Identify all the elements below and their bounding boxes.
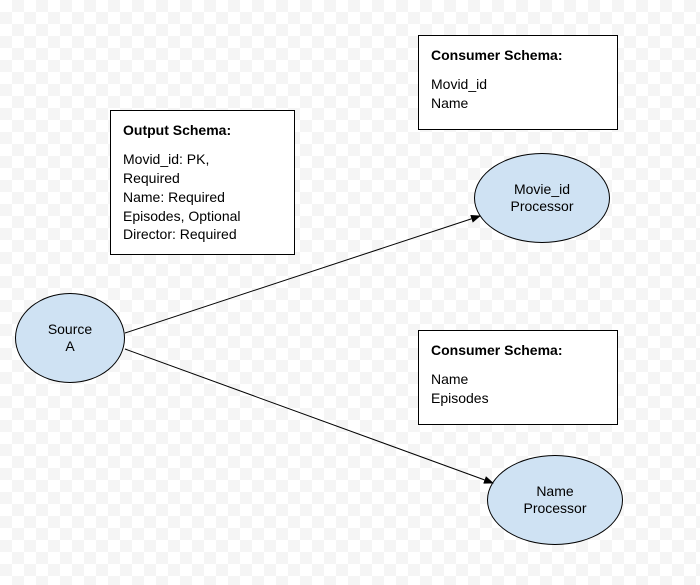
consumer-schema-bottom-box: Consumer Schema: Name Episodes (418, 330, 618, 425)
output-schema-line: Movid_id: PK, (123, 150, 282, 169)
output-schema-title: Output Schema: (123, 121, 282, 140)
node-movie-processor-label: Movie_id Processor (510, 181, 573, 216)
node-name-processor-label: Name Processor (523, 483, 586, 518)
consumer-schema-top-line: Name (431, 94, 605, 113)
node-source: Source A (15, 293, 125, 383)
node-movie-processor: Movie_id Processor (474, 153, 610, 243)
consumer-schema-bottom-line: Name (431, 370, 605, 389)
output-schema-line: Required (123, 169, 282, 188)
node-name-processor: Name Processor (487, 455, 623, 545)
consumer-schema-top-line: Movid_id (431, 75, 605, 94)
output-schema-line: Name: Required (123, 188, 282, 207)
output-schema-line: Episodes, Optional (123, 207, 282, 226)
consumer-schema-top-box: Consumer Schema: Movid_id Name (418, 35, 618, 130)
output-schema-line: Director: Required (123, 225, 282, 244)
consumer-schema-bottom-line: Episodes (431, 389, 605, 408)
node-source-label: Source A (48, 321, 92, 356)
output-schema-box: Output Schema: Movid_id: PK, Required Na… (110, 110, 295, 255)
consumer-schema-top-title: Consumer Schema: (431, 46, 605, 65)
consumer-schema-bottom-title: Consumer Schema: (431, 341, 605, 360)
